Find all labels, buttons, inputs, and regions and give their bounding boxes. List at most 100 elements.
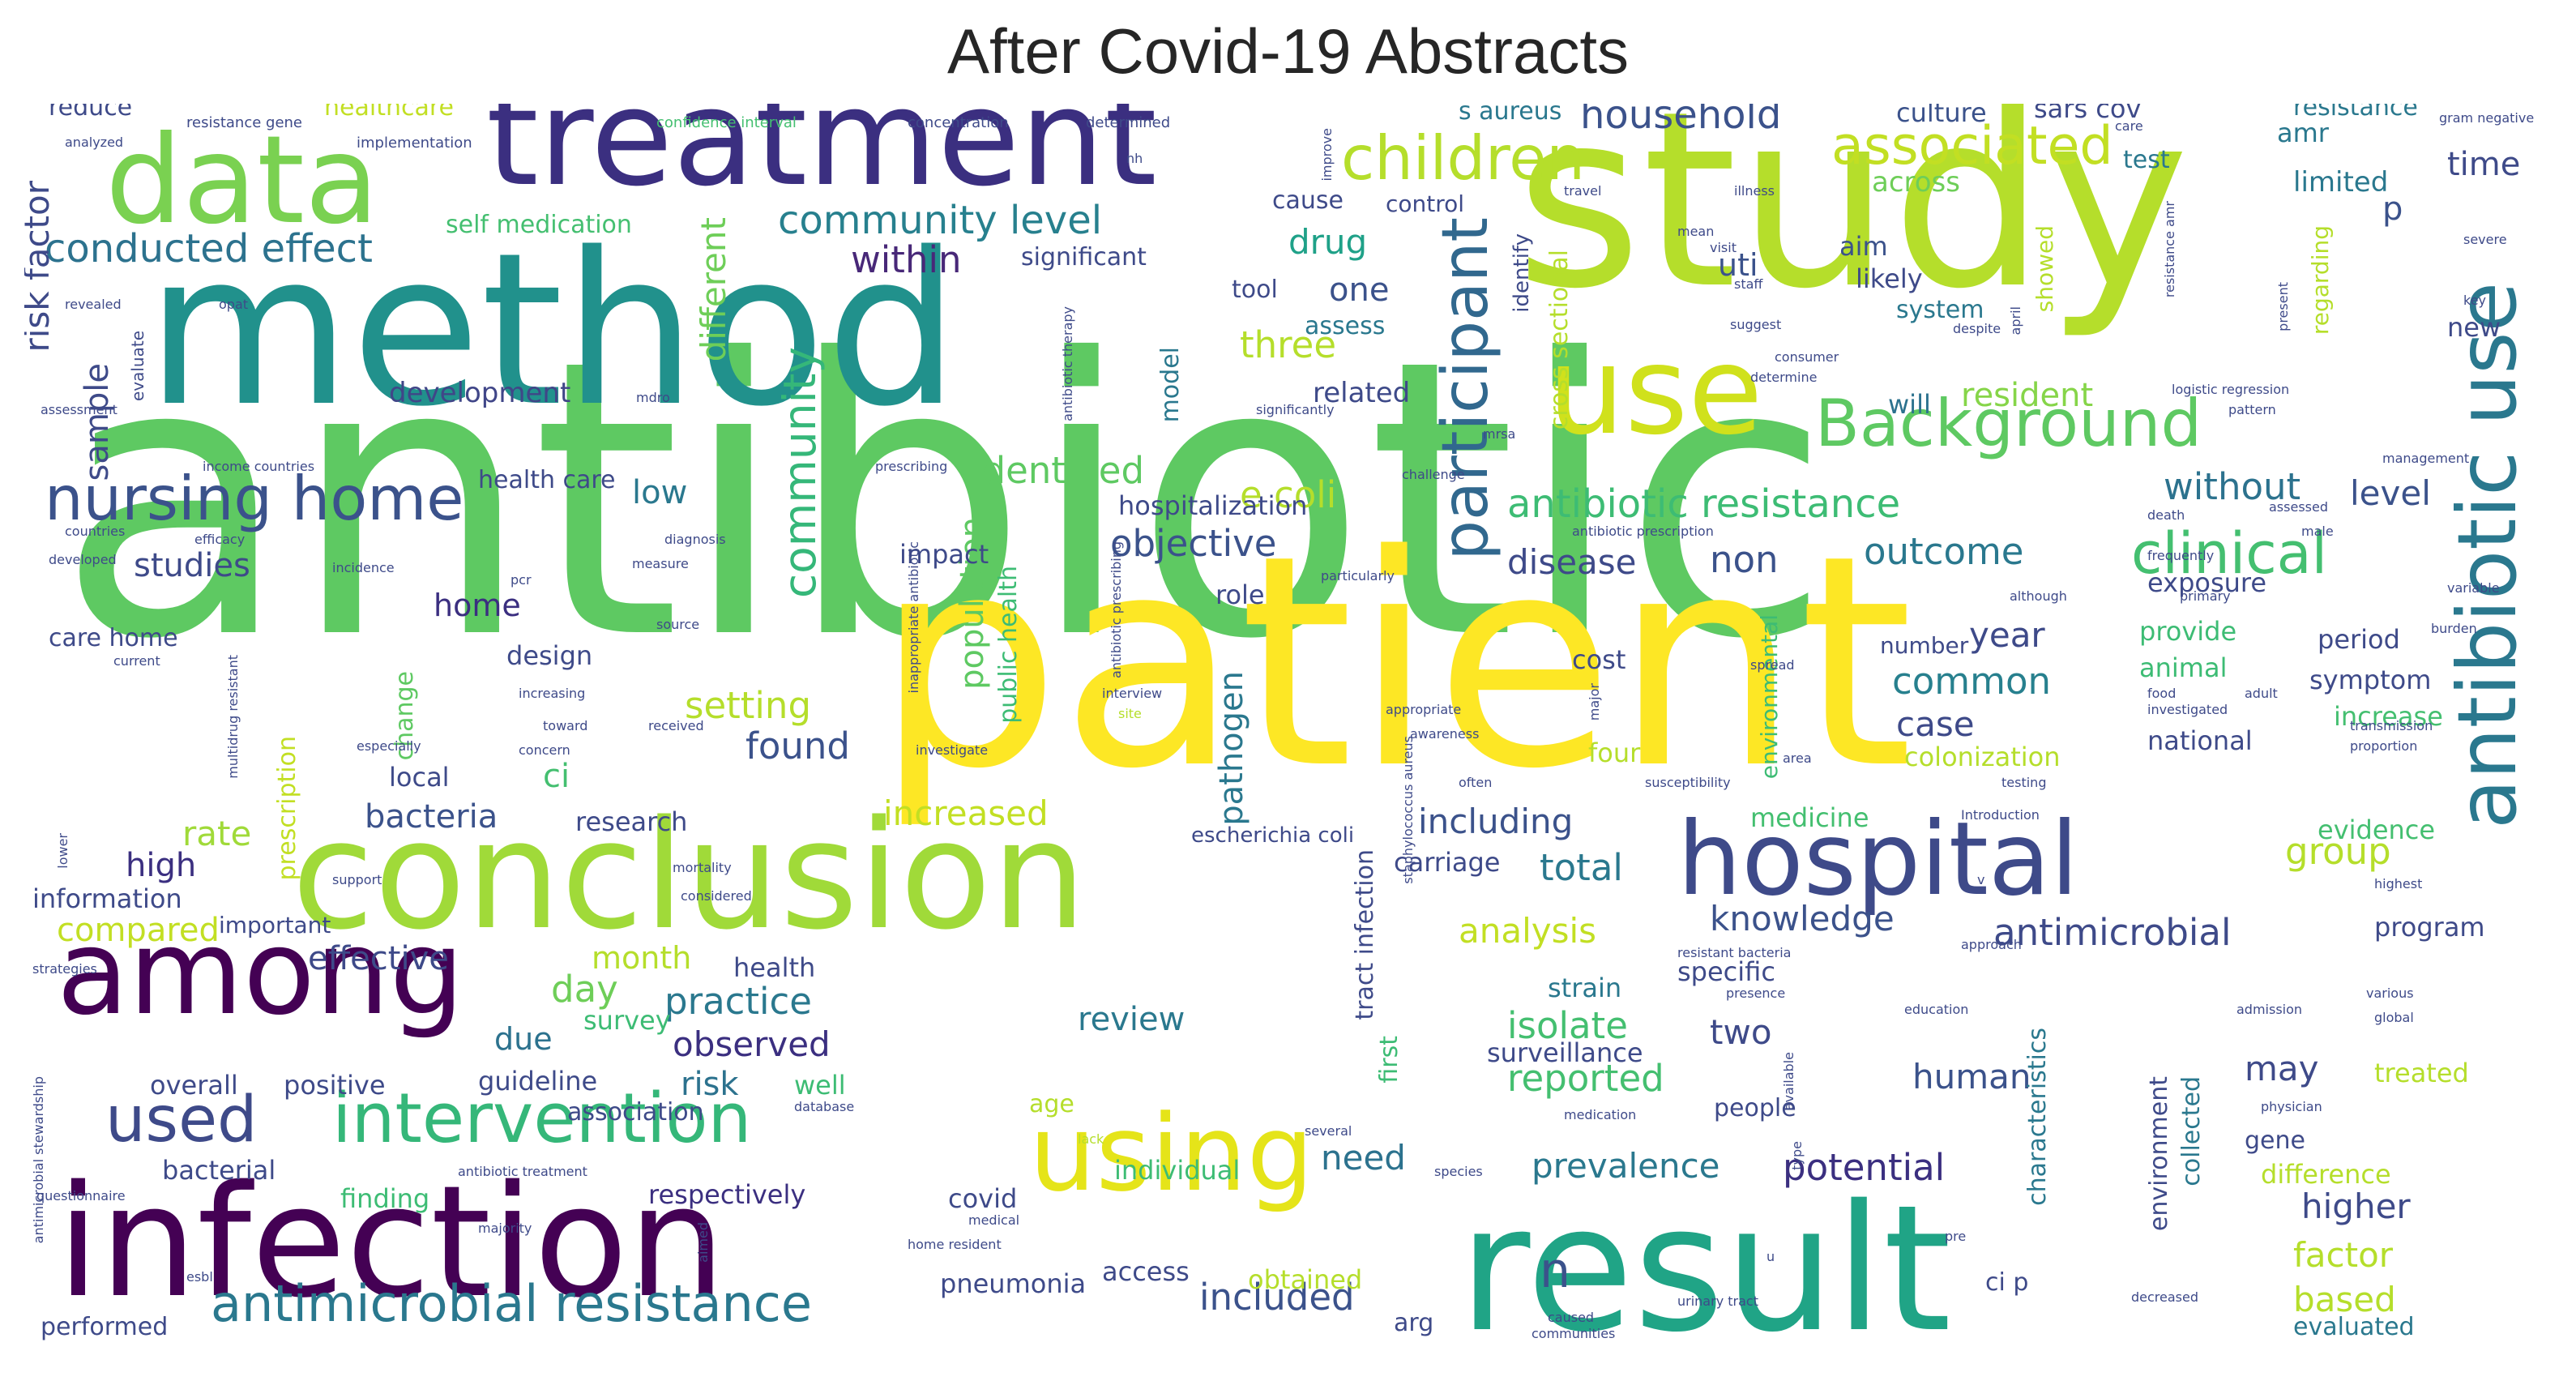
cloud-word: spread xyxy=(1750,657,1795,673)
cloud-word: analyzed xyxy=(65,135,124,150)
cloud-word: showed xyxy=(2031,225,2058,313)
cloud-word: information xyxy=(32,883,182,914)
cloud-word: proportion xyxy=(2350,738,2418,754)
cloud-word: test xyxy=(2123,146,2170,174)
cloud-word: antimicrobial resistance xyxy=(211,1274,813,1333)
cloud-word: positive xyxy=(284,1070,386,1101)
cloud-word: antimicrobial stewardship xyxy=(31,1076,46,1244)
cloud-word: aim xyxy=(1839,231,1888,262)
cloud-word: risk xyxy=(681,1066,739,1103)
cloud-word: inappropriate antibiotic xyxy=(906,541,921,694)
cloud-word: challenge xyxy=(1402,467,1465,482)
cloud-word: antibiotic treatment xyxy=(458,1164,587,1179)
cloud-word: gram negative xyxy=(2439,110,2535,126)
cloud-word: present xyxy=(2275,282,2291,331)
cloud-word: related xyxy=(1313,377,1411,409)
cloud-word: mdro xyxy=(636,390,670,405)
cloud-word: due xyxy=(494,1021,553,1057)
cloud-word: significantly xyxy=(1256,402,1335,417)
cloud-word: resistance gene xyxy=(186,114,303,131)
cloud-word: without xyxy=(2164,465,2301,508)
cloud-word: global xyxy=(2374,1010,2414,1025)
cloud-word: testing xyxy=(2001,775,2047,790)
cloud-word: need xyxy=(1321,1138,1406,1178)
cloud-word: admission xyxy=(2236,1002,2303,1017)
cloud-word: antibiotic therapy xyxy=(1060,306,1075,421)
cloud-word: lower xyxy=(55,833,70,869)
cloud-word: developed xyxy=(49,552,117,567)
cloud-word: e coli xyxy=(1240,473,1337,516)
cloud-word: strategies xyxy=(32,961,97,977)
cloud-word: care home xyxy=(49,624,178,652)
cloud-word: suggest xyxy=(1730,317,1782,332)
cloud-word: pcr xyxy=(511,572,532,588)
cloud-word: infection xyxy=(57,1152,726,1332)
cloud-word: outcome xyxy=(1864,530,2024,573)
cloud-word: uti xyxy=(1718,247,1758,283)
cloud-word: visit xyxy=(1710,240,1737,255)
cloud-word: medicine xyxy=(1750,802,1869,833)
cloud-word: included xyxy=(1199,1276,1355,1319)
cloud-word: type xyxy=(1789,1141,1805,1170)
cloud-word: collected xyxy=(2177,1076,2206,1186)
cloud-word: different xyxy=(694,217,733,362)
cloud-word: resistant bacteria xyxy=(1677,945,1792,960)
cloud-word: pathogen xyxy=(1213,671,1250,826)
cloud-word: research xyxy=(575,806,688,837)
cloud-word: within xyxy=(851,238,962,281)
cloud-word: n xyxy=(1540,1242,1571,1299)
cloud-word: model xyxy=(1156,347,1185,423)
cloud-word: household xyxy=(1580,104,1782,138)
cloud-word: interview xyxy=(1102,686,1163,701)
cloud-word: four xyxy=(1588,737,1641,768)
cloud-word: three xyxy=(1240,323,1337,366)
cloud-word: investigate xyxy=(916,742,989,758)
cloud-word: children xyxy=(1341,122,1585,194)
cloud-word: rate xyxy=(182,814,252,853)
cloud-word: severe xyxy=(2463,232,2507,247)
cloud-word: site xyxy=(1118,706,1142,721)
cloud-word: investigated xyxy=(2147,702,2228,717)
cloud-word: current xyxy=(113,653,160,669)
cloud-word: practice xyxy=(664,980,812,1023)
cloud-word: esbl xyxy=(186,1269,213,1285)
cloud-word: impact xyxy=(899,539,989,570)
cloud-word: antibiotic prescription xyxy=(1572,524,1714,539)
cloud-word: healthcare xyxy=(324,104,454,122)
cloud-word: low xyxy=(632,474,688,511)
cloud-word: measure xyxy=(632,556,689,571)
cloud-word: received xyxy=(648,718,704,733)
cloud-word: isolate xyxy=(1507,1004,1628,1047)
cloud-word: staphylococcus aureus xyxy=(1400,736,1416,884)
cloud-word: approach xyxy=(1961,937,2022,952)
cloud-word: intervention xyxy=(332,1079,752,1159)
cloud-word: s aureus xyxy=(1459,104,1562,126)
cloud-word: among xyxy=(57,904,464,1041)
cloud-word: hospitalization xyxy=(1118,490,1308,521)
cloud-word: particularly xyxy=(1321,568,1395,584)
cloud-word: evaluated xyxy=(2293,1313,2415,1341)
cloud-word: highest xyxy=(2374,876,2423,891)
cloud-word: knowledge xyxy=(1710,899,1895,938)
cloud-word: travel xyxy=(1564,183,1602,199)
cloud-word: setting xyxy=(685,684,812,727)
cloud-word: control xyxy=(1386,190,1465,217)
cloud-word: first xyxy=(1375,1036,1403,1084)
cloud-word: antibiotic use xyxy=(2440,282,2535,829)
cloud-word: treated xyxy=(2374,1058,2469,1088)
cloud-word: arg xyxy=(1394,1309,1434,1337)
cloud-word: regarding xyxy=(2307,225,2334,336)
cloud-word: period xyxy=(2318,624,2400,655)
cloud-word: important xyxy=(219,912,331,938)
cloud-word: prescribing xyxy=(875,459,948,474)
cloud-word: finding xyxy=(340,1183,430,1214)
cloud-word: questionnaire xyxy=(36,1188,126,1203)
cloud-word: access xyxy=(1102,1256,1190,1287)
cloud-word: cross sectional xyxy=(1545,250,1574,430)
cloud-word: case xyxy=(1896,704,1975,744)
cloud-word: death xyxy=(2147,507,2185,523)
cloud-word: effective xyxy=(308,940,449,977)
cloud-word: non xyxy=(1710,538,1779,581)
cloud-word: efficacy xyxy=(194,532,246,547)
cloud-word: across xyxy=(1872,166,1960,199)
